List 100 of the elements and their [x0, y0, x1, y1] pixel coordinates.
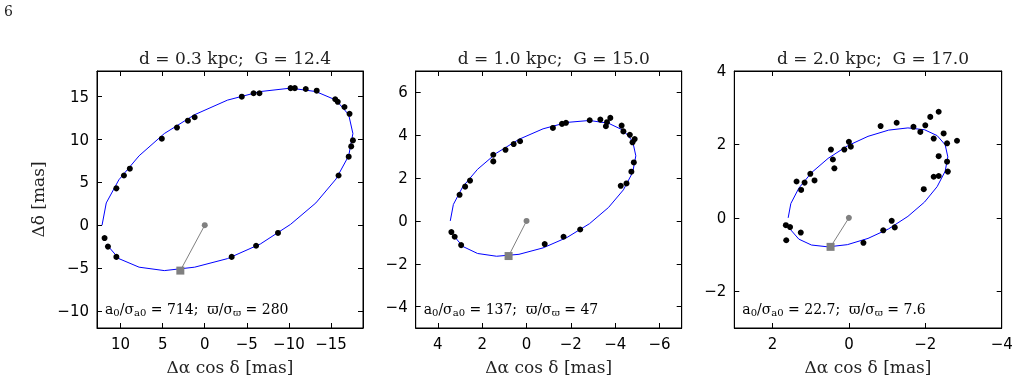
point [597, 116, 604, 123]
x-axis-title: Δα cos δ [mas] [485, 356, 613, 377]
point [847, 143, 854, 150]
x-tick-label: −15 [315, 334, 347, 353]
y-tick-label: 15 [69, 87, 89, 106]
point [860, 239, 867, 246]
chart-title: d = 1.0 kpc; G = 15.0 [457, 47, 650, 68]
point [549, 124, 556, 131]
point [940, 130, 947, 137]
point [510, 141, 517, 148]
point [173, 124, 180, 131]
point [191, 114, 198, 121]
point [250, 90, 257, 97]
point [335, 172, 342, 179]
y-tick-label: 0 [398, 211, 408, 230]
point [458, 242, 465, 249]
point [607, 114, 614, 121]
y-tick-label: −2 [385, 254, 408, 273]
y-tick-label: 2 [716, 135, 727, 154]
point [880, 227, 887, 234]
y-tick-label: 6 [398, 83, 408, 102]
point [827, 146, 834, 153]
point [504, 252, 513, 261]
point [101, 235, 108, 242]
y-tick-label: 0 [79, 216, 89, 235]
point [523, 217, 530, 224]
point [448, 229, 455, 236]
point [502, 146, 509, 153]
chart-title: d = 0.3 kpc; G = 12.4 [138, 47, 332, 68]
point [917, 128, 924, 135]
point [935, 108, 942, 115]
point [783, 237, 790, 244]
point [238, 93, 245, 100]
point [341, 103, 348, 110]
point [944, 158, 951, 165]
point [467, 177, 474, 184]
point [798, 186, 805, 193]
point [877, 123, 884, 130]
point [888, 217, 895, 224]
x-tick-label: 0 [521, 334, 532, 353]
point [935, 173, 942, 179]
point [158, 135, 165, 142]
point [626, 131, 633, 138]
point [602, 123, 609, 130]
point [787, 224, 794, 231]
point [346, 110, 353, 117]
point [807, 170, 814, 177]
text: 6 [4, 3, 13, 19]
point [617, 182, 624, 189]
x-tick-label: 2 [477, 334, 487, 353]
x-tick-label: 10 [111, 334, 131, 353]
point [201, 222, 208, 229]
point [253, 242, 260, 249]
point [517, 138, 524, 145]
point [228, 253, 235, 260]
point [618, 122, 625, 129]
point [628, 168, 635, 175]
y-tick-label: −2 [704, 282, 727, 301]
y-axis-title: Δδ [mas] [27, 161, 48, 238]
point [462, 183, 469, 190]
x-tick-label: −10 [273, 334, 305, 353]
point [935, 153, 942, 160]
x-tick-label: 0 [199, 334, 210, 353]
point [922, 122, 929, 129]
point [586, 117, 593, 124]
point [490, 158, 497, 165]
point [927, 113, 934, 120]
point [930, 173, 937, 180]
point [831, 165, 838, 172]
x-tick-label: −6 [648, 334, 671, 353]
y-tick-label: 4 [716, 62, 727, 80]
point [829, 156, 836, 163]
point [891, 224, 898, 231]
point [577, 226, 584, 233]
annotation: a0/σa0 = 137; ϖ/σϖ = 47 [423, 301, 599, 318]
point [113, 253, 120, 260]
point [345, 153, 352, 160]
point [563, 119, 569, 126]
point [348, 143, 355, 150]
x-tick-label: 2 [767, 334, 778, 353]
y-tick-label: −4 [385, 297, 408, 316]
x-tick-label: 5 [157, 334, 168, 353]
x-tick-label: −2 [559, 334, 582, 353]
point [893, 119, 900, 126]
point [274, 229, 281, 236]
point [623, 180, 630, 187]
point [113, 185, 120, 192]
point [104, 243, 111, 250]
point [120, 172, 127, 179]
point [451, 233, 458, 240]
x-axis-title: Δα cos δ [mas] [166, 356, 294, 377]
point [256, 90, 263, 97]
point [490, 151, 497, 158]
y-tick-label: −10 [57, 301, 89, 320]
annotation: a0/σa0 = 714; ϖ/σϖ = 280 [105, 301, 289, 318]
point [620, 128, 627, 135]
point [313, 87, 320, 94]
annotation: a0/σa0 = 22.7; ϖ/σϖ = 7.6 [742, 301, 926, 318]
chart-title: d = 2.0 kpc; G = 17.0 [776, 47, 970, 68]
point [793, 178, 800, 185]
